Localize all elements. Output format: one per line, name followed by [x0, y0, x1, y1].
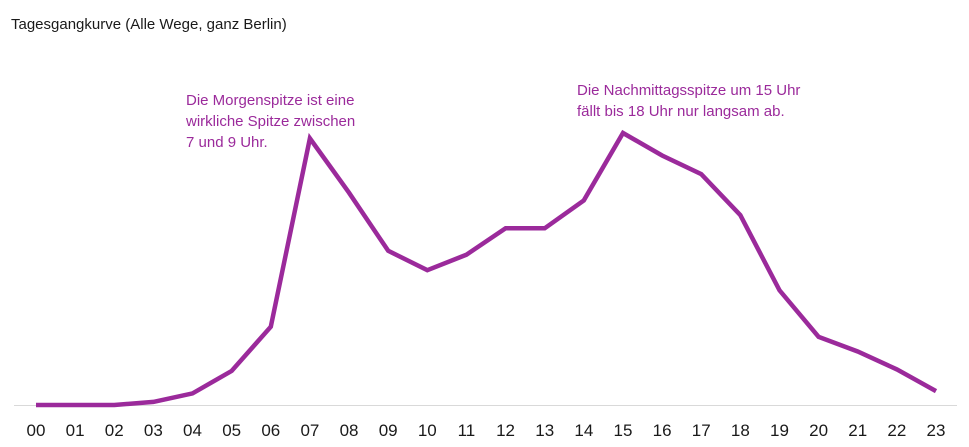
data-point-02: [112, 403, 116, 407]
data-point-23: [934, 389, 938, 393]
data-point-09: [386, 249, 390, 253]
data-point-14: [582, 198, 586, 202]
x-tick-label-04: 04: [183, 421, 202, 440]
data-point-21: [856, 350, 860, 354]
x-tick-label-10: 10: [418, 421, 437, 440]
data-point-13: [543, 226, 547, 230]
x-tick-label-01: 01: [66, 421, 85, 440]
x-tick-label-00: 00: [27, 421, 46, 440]
data-point-18: [738, 213, 742, 217]
data-point-05: [230, 369, 234, 373]
x-tick-label-06: 06: [261, 421, 280, 440]
data-point-07: [308, 136, 312, 140]
data-points: [34, 131, 938, 407]
x-tick-label-16: 16: [653, 421, 672, 440]
x-tick-label-15: 15: [613, 421, 632, 440]
x-tick-label-09: 09: [379, 421, 398, 440]
x-tick-label-08: 08: [340, 421, 359, 440]
x-tick-label-05: 05: [222, 421, 241, 440]
x-tick-label-12: 12: [496, 421, 515, 440]
x-tick-label-13: 13: [535, 421, 554, 440]
x-tick-labels: 00 01 02 03 04 05 06 07 08 09 10 11 12 13 14 15 16 17 18 19…: [27, 421, 946, 440]
x-tick-label-02: 02: [105, 421, 124, 440]
x-tick-label-17: 17: [692, 421, 711, 440]
data-point-00: [34, 403, 38, 407]
data-point-19: [777, 288, 781, 292]
data-point-20: [817, 335, 821, 339]
x-tick-label-20: 20: [809, 421, 828, 440]
data-point-03: [151, 400, 155, 404]
x-tick-label-21: 21: [848, 421, 867, 440]
data-point-04: [191, 391, 195, 395]
data-point-01: [73, 403, 77, 407]
x-tick-label-11: 11: [458, 421, 476, 440]
x-tick-label-14: 14: [574, 421, 593, 440]
x-tick-label-18: 18: [731, 421, 750, 440]
data-point-12: [504, 226, 508, 230]
data-point-06: [269, 325, 273, 329]
data-point-11: [464, 253, 468, 257]
data-point-17: [699, 172, 703, 176]
series-line: [36, 129, 938, 408]
x-tick-label-03: 03: [144, 421, 163, 440]
x-tick-label-22: 22: [887, 421, 906, 440]
annotation-morning-peak: Die Morgenspitze ist eine wirkliche Spit…: [186, 92, 356, 151]
x-tick-label-23: 23: [927, 421, 946, 440]
x-tick-label-07: 07: [300, 421, 319, 440]
annotation-afternoon-peak: Die Nachmittagsspitze um 15 Uhr fällt bi…: [577, 82, 801, 120]
x-tick-label-19: 19: [770, 421, 789, 440]
chart-title: Tagesgangkurve (Alle Wege, ganz Berlin): [11, 16, 287, 33]
data-point-16: [660, 153, 664, 157]
data-point-08: [347, 191, 351, 195]
data-point-22: [895, 367, 899, 371]
data-point-15: [621, 131, 625, 135]
data-point-10: [425, 268, 429, 272]
